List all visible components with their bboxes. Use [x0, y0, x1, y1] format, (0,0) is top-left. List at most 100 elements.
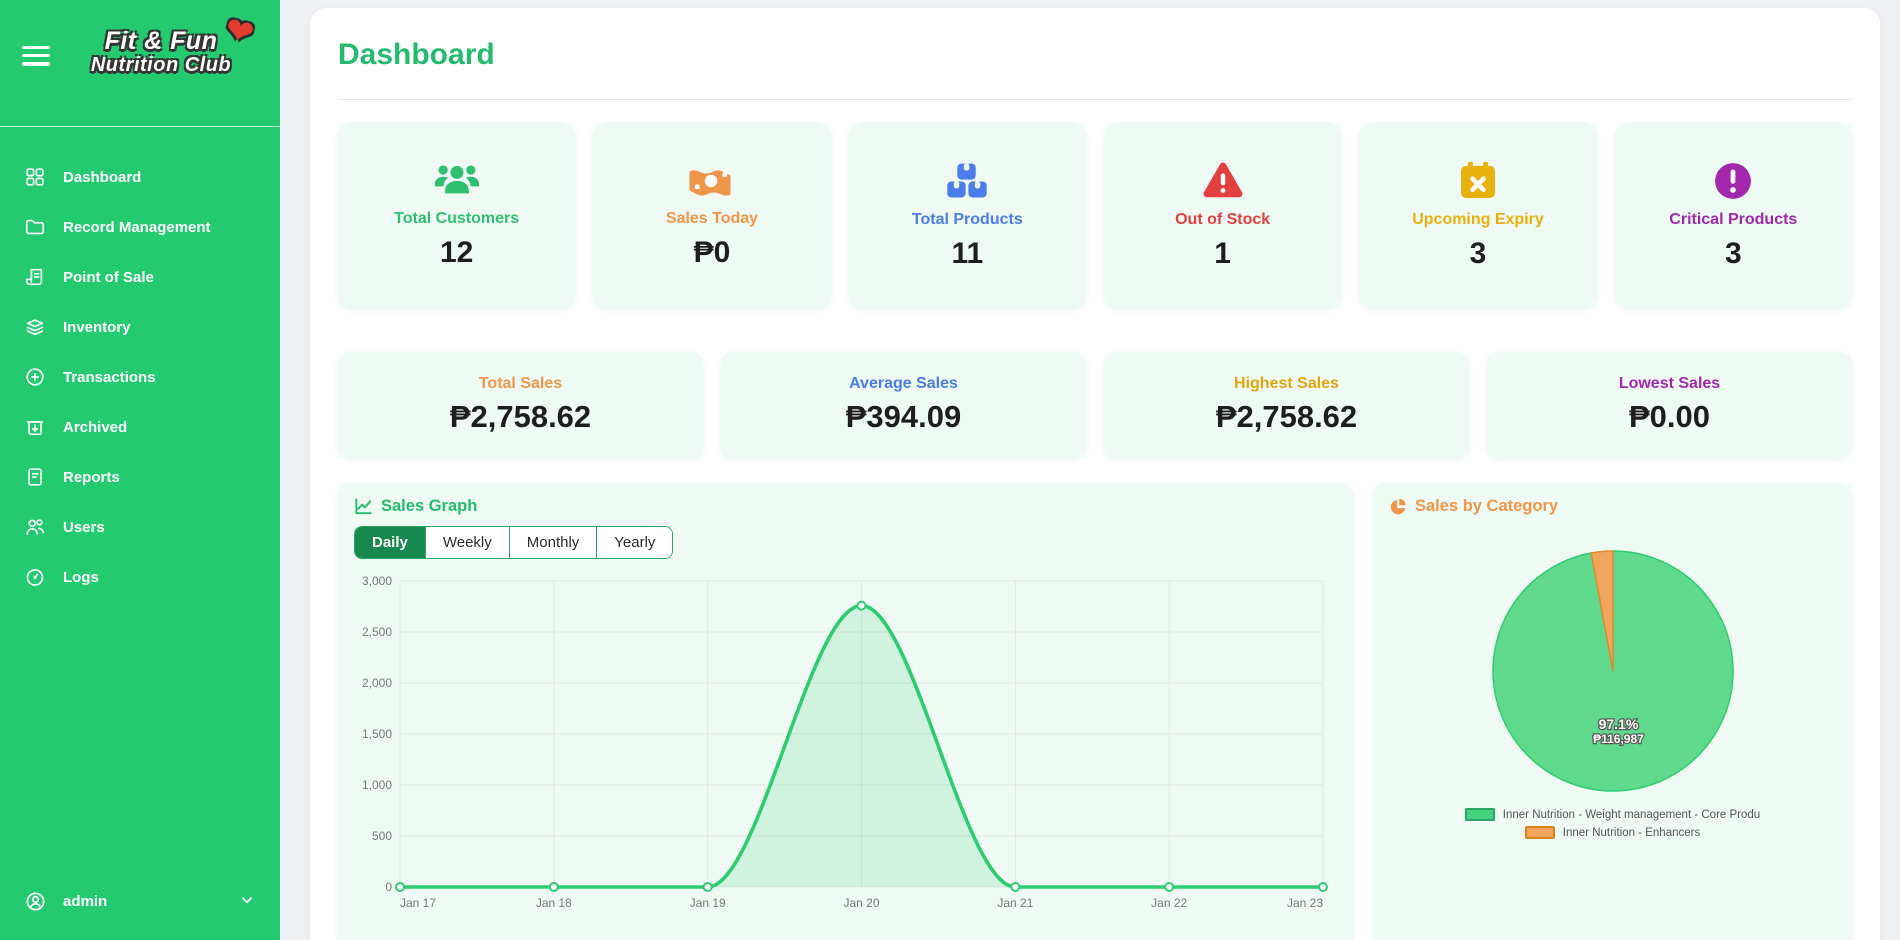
pie-legend: Inner Nutrition - Weight management - Co… — [1389, 808, 1836, 839]
sidebar-item-label: Transactions — [63, 368, 156, 386]
line-chart-icon — [354, 497, 373, 516]
svg-text:0: 0 — [385, 880, 392, 894]
stat-card-value: 3 — [1724, 237, 1742, 270]
sidebar-user-name: admin — [63, 893, 108, 910]
stat-card-total-products: Total Products 11 — [848, 122, 1086, 308]
stat-card-label: Total Products — [911, 211, 1023, 228]
svg-text:Jan 23: Jan 23 — [1287, 896, 1323, 910]
sidebar-item-record-management[interactable]: Record Management — [0, 202, 280, 252]
stat-card-label: Critical Products — [1669, 211, 1798, 228]
svg-text:2,500: 2,500 — [362, 625, 392, 639]
svg-text:500: 500 — [372, 829, 392, 843]
tab-monthly[interactable]: Monthly — [508, 527, 597, 558]
sales-card-value: ₱394.09 — [845, 399, 962, 434]
sidebar-item-archived[interactable]: Archived — [0, 402, 280, 452]
sidebar-item-users[interactable]: Users — [0, 502, 280, 552]
sidebar-item-label: Inventory — [63, 318, 131, 336]
svg-text:3,000: 3,000 — [362, 574, 392, 588]
hamburger-menu-button[interactable] — [22, 46, 50, 68]
svg-text:Jan 22: Jan 22 — [1151, 896, 1187, 910]
charts-row: Sales Graph Daily Weekly Monthly Yearly 0 50… — [338, 483, 1852, 940]
legend-label: Inner Nutrition - Enhancers — [1562, 826, 1701, 839]
stat-card-value: 12 — [439, 236, 474, 269]
tab-weekly[interactable]: Weekly — [424, 527, 509, 558]
stat-card-total-customers: Total Customers 12 — [338, 122, 576, 308]
calendar-x-icon — [1456, 159, 1500, 203]
legend-swatch-icon — [1464, 808, 1495, 821]
stat-cards-row: Total Customers 12 Sales Today ₱0 Total Prod… — [338, 122, 1852, 308]
dashboard-grid-icon — [24, 166, 46, 188]
sidebar-item-label: Logs — [63, 568, 99, 586]
boxes-icon — [945, 159, 989, 203]
person-circle-icon — [24, 890, 47, 913]
stat-card-out-of-stock: Out of Stock 1 — [1103, 122, 1342, 308]
plus-circle-icon — [24, 366, 46, 388]
pie-chart-icon — [1389, 498, 1407, 516]
sales-card-total-sales: Total Sales ₱2,758.62 — [338, 352, 703, 458]
svg-text:Jan 20: Jan 20 — [843, 896, 879, 910]
stat-card-value: ₱0 — [693, 236, 731, 269]
svg-text:₱116,987: ₱116,987 — [1593, 732, 1644, 746]
svg-text:Jan 18: Jan 18 — [536, 896, 572, 910]
chevron-down-icon — [238, 891, 256, 909]
tab-daily[interactable]: Daily — [355, 527, 425, 558]
sales-graph-title: Sales Graph — [354, 497, 1337, 516]
sales-graph-title-text: Sales Graph — [381, 497, 478, 515]
sales-card-value: ₱2,758.62 — [449, 399, 592, 434]
sales-by-category-card: Sales by Category 97.1% ₱116,987 Inner Nu… — [1373, 483, 1852, 940]
legend-label: Inner Nutrition - Weight management - Co… — [1502, 808, 1761, 821]
sidebar-divider — [0, 126, 280, 127]
sidebar-item-label: Dashboard — [63, 168, 142, 186]
money-icon — [688, 160, 736, 202]
folder-icon — [24, 216, 46, 238]
sales-cards-row: Total Sales ₱2,758.62 Average Sales ₱394.09… — [338, 352, 1852, 458]
sales-line-chart: 0 500 1,000 1,500 2,000 2,500 3,000 Jan 17 Jan 1… — [362, 574, 1328, 910]
sidebar-item-transactions[interactable]: Transactions — [0, 352, 280, 402]
stat-card-sales-today: Sales Today ₱0 — [593, 122, 831, 308]
brand-logo: Fit & Fun Nutrition Club ❤ — [66, 10, 258, 77]
stat-card-label: Sales Today — [665, 210, 759, 227]
sales-card-label: Lowest Sales — [1618, 375, 1721, 392]
sales-card-label: Highest Sales — [1234, 375, 1339, 392]
sales-card-lowest-sales: Lowest Sales ₱0.00 — [1487, 352, 1852, 458]
sales-by-category-title: Sales by Category — [1389, 497, 1836, 516]
stat-card-value: 3 — [1469, 237, 1487, 270]
stat-card-value: 11 — [951, 237, 984, 270]
sales-card-label: Total Sales — [478, 375, 563, 392]
svg-text:2,000: 2,000 — [362, 676, 392, 690]
sidebar-item-label: Reports — [63, 468, 120, 486]
sidebar-item-inventory[interactable]: Inventory — [0, 302, 280, 352]
svg-text:1,500: 1,500 — [362, 727, 392, 741]
legend-swatch-icon — [1524, 826, 1555, 839]
brand-name-line1: Fit & Fun — [104, 27, 218, 55]
sidebar-item-point-of-sale[interactable]: Point of Sale — [0, 252, 280, 302]
sidebar-item-reports[interactable]: Reports — [0, 452, 280, 502]
report-icon — [24, 466, 46, 488]
sales-graph-range-tabs: Daily Weekly Monthly Yearly — [354, 526, 674, 559]
sales-graph-card: Sales Graph Daily Weekly Monthly Yearly 0 50… — [338, 483, 1353, 940]
sales-card-value: ₱2,758.62 — [1215, 399, 1358, 434]
sidebar-item-label: Users — [63, 518, 105, 536]
sales-card-average-sales: Average Sales ₱394.09 — [721, 352, 1086, 458]
svg-text:Jan 21: Jan 21 — [997, 896, 1033, 910]
archive-icon — [24, 416, 46, 438]
sidebar-item-logs[interactable]: Logs — [0, 552, 280, 602]
sidebar-item-dashboard[interactable]: Dashboard — [0, 152, 280, 202]
sales-category-pie-chart: 97.1%₱116,987 — [1491, 550, 1734, 792]
title-divider — [338, 99, 1852, 100]
sidebar-item-label: Point of Sale — [63, 268, 154, 286]
sidebar-user-menu[interactable]: admin — [0, 877, 280, 926]
stat-card-label: Upcoming Expiry — [1412, 211, 1544, 228]
tab-yearly[interactable]: Yearly — [596, 527, 673, 558]
pie-legend-item: Inner Nutrition - Weight management - Co… — [1464, 808, 1761, 821]
layers-icon — [24, 316, 46, 338]
stat-card-value: 1 — [1214, 237, 1231, 270]
sidebar: Fit & Fun Nutrition Club ❤ Dashboard Reco… — [0, 0, 280, 940]
users-outline-icon — [24, 516, 46, 538]
stat-card-label: Out of Stock — [1175, 211, 1271, 228]
sales-card-highest-sales: Highest Sales ₱2,758.62 — [1104, 352, 1469, 458]
sales-card-value: ₱0.00 — [1628, 399, 1710, 434]
svg-text:97.1%: 97.1% — [1598, 716, 1638, 732]
sales-by-category-title-text: Sales by Category — [1415, 497, 1559, 515]
